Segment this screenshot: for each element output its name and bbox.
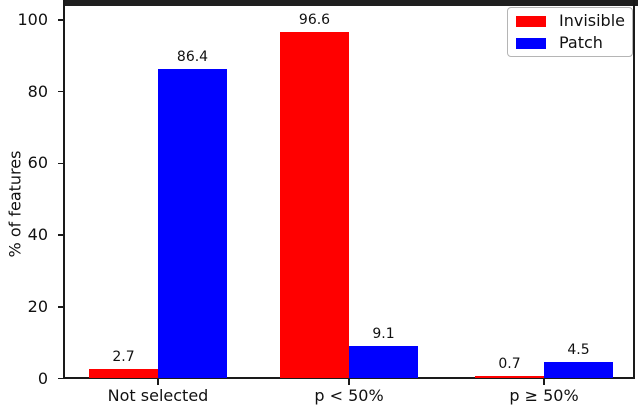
bar-invisible-p-50 bbox=[280, 32, 349, 379]
invisible-series-swatch bbox=[516, 15, 546, 27]
x-tick-label-p-50: p ≥ 50% bbox=[509, 386, 579, 405]
y-tick-mark-40 bbox=[58, 234, 64, 236]
x-tick-label-not-selected: Not selected bbox=[107, 386, 209, 405]
x-tick-label-p-50: p < 50% bbox=[314, 386, 384, 405]
value-label-invisible-p-50: 0.7 bbox=[498, 355, 521, 372]
plot-top-border bbox=[64, 0, 638, 6]
x-tick-mark-p-50 bbox=[543, 378, 545, 385]
y-tick-label-20: 20 bbox=[27, 296, 48, 316]
bar-patch-p-50 bbox=[349, 345, 418, 379]
bar-patch-p-50 bbox=[544, 362, 613, 379]
y-tick-label-60: 60 bbox=[27, 153, 48, 173]
x-tick-mark-p-50 bbox=[348, 378, 350, 385]
y-tick-mark-80 bbox=[58, 90, 64, 93]
y-tick-mark-60 bbox=[58, 162, 64, 165]
legend-label-invisible: Invisible bbox=[559, 11, 625, 30]
y-tick-label-100: 100 bbox=[17, 10, 48, 29]
legend-label-patch: Patch bbox=[559, 33, 603, 52]
y-tick-label-40: 40 bbox=[27, 225, 48, 245]
patch-series-swatch bbox=[516, 37, 546, 49]
legend: Invisible Patch bbox=[507, 7, 633, 57]
y-tick-label-0: 0 bbox=[37, 368, 48, 388]
bar-patch-not-selected bbox=[158, 68, 227, 379]
y-tick-mark-0 bbox=[58, 377, 64, 380]
y-axis-spine bbox=[63, 0, 65, 379]
value-label-patch-p-50: 9.1 bbox=[372, 325, 395, 342]
bar-invisible-not-selected bbox=[89, 368, 158, 379]
value-label-patch-p-50: 4.5 bbox=[567, 342, 590, 359]
y-tick-mark-100 bbox=[58, 19, 64, 21]
value-label-invisible-not-selected: 2.7 bbox=[112, 348, 135, 365]
legend-item-invisible: Invisible bbox=[516, 12, 632, 30]
legend-item-patch: Patch bbox=[516, 34, 632, 52]
value-label-invisible-p-50: 96.6 bbox=[298, 12, 331, 29]
y-tick-label-80: 80 bbox=[27, 81, 48, 101]
x-tick-mark-not-selected bbox=[157, 378, 159, 385]
y-tick-mark-20 bbox=[58, 306, 64, 308]
bar-invisible-p-50 bbox=[475, 375, 544, 379]
plot-right-border bbox=[633, 0, 635, 379]
value-label-patch-not-selected: 86.4 bbox=[176, 48, 209, 65]
